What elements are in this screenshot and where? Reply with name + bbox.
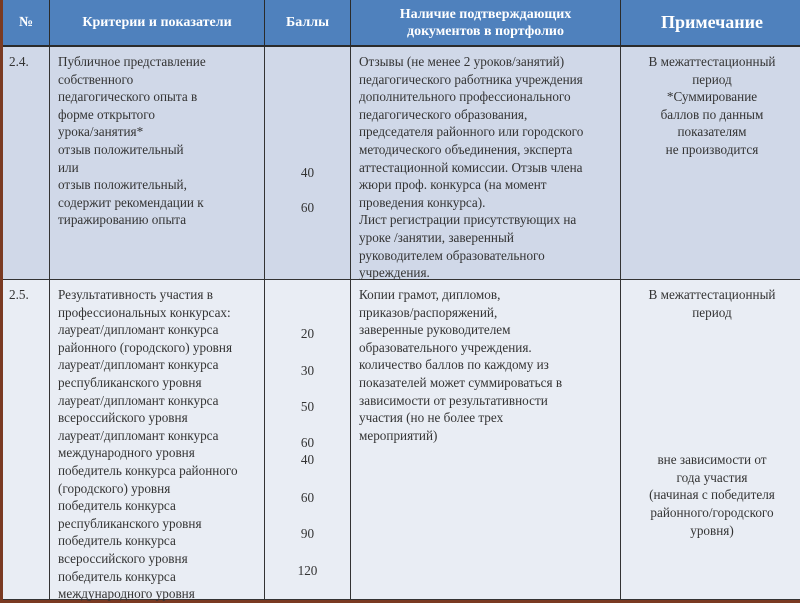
points-value: 50 [300,399,315,414]
text-line: жюри проф. конкурса (на момент [359,177,547,193]
text-line: вне зависимости от [657,452,767,468]
text-line: или [58,159,79,175]
text-line: зависимости от результативности [359,392,548,408]
text-line: районного/городского [650,504,774,520]
text-line: мероприятий) [359,427,438,443]
header-documents: Наличие подтверждающих документов в порт… [351,0,621,47]
points-value: 20 [300,326,315,341]
text-line: председателя районного или городского [359,124,584,140]
text-line: победитель конкурса [58,568,176,584]
text-line: лауреат/дипломант конкурса [58,322,219,338]
text-line: образовательного учреждения. [359,339,532,355]
text-line: *Суммирование [666,89,758,105]
text-line: (городского) уровня [58,480,171,496]
text-line: победитель конкурса [58,498,176,514]
text-line: не производится [665,141,759,157]
text-line: Лист регистрации присутствующих на [359,212,577,228]
text-line: международного уровня [58,586,195,602]
row-points: 40 60 [265,47,351,280]
text-line: Копии грамот, дипломов, [359,287,501,302]
text-line: В межаттестационный [648,54,776,69]
row-note: В межаттестационный период вне зависимост… [621,280,800,600]
row-criteria: Публичное представление собственного педаг… [50,47,265,280]
text-line: районного (городского) уровня [58,339,233,355]
points-value: 120 [297,563,318,578]
text-line: собственного [58,71,134,87]
text-line: уроке /занятии, заверенный [359,229,514,245]
text-line: Публичное представление [58,54,206,69]
text-line: показателям [677,124,747,140]
text-line: руководителем образовательного [359,247,545,263]
row-criteria: Результативность участия в профессиональн… [50,280,265,602]
points-value: 60 [300,435,315,450]
text-line: проведения конкурса). [359,194,486,210]
row-num: 2.5. [3,280,50,600]
text-line: профессиональных конкурсах: [58,304,231,320]
row-points: 20 30 50 60 40 60 90 120 [265,280,351,600]
text-line: тиражированию опыта [58,212,187,228]
text-line: показателей может суммироваться в [359,374,563,390]
text-line: аттестационной комиссии. Отзыв члена [359,159,583,175]
text-line: приказов/распоряжений, [359,304,498,320]
header-note: Примечание [621,0,800,47]
text-line: года участия [676,469,748,485]
text-line: урока/занятия* [58,124,144,140]
text-line: республиканского уровня [58,374,202,390]
text-line: учреждения. [359,265,430,281]
text-line: период [692,71,732,87]
points-value: 90 [300,526,315,541]
points-value: 40 [300,452,315,467]
text-line: победитель конкурса [58,533,176,549]
criteria-table: № Критерии и показатели Баллы Наличие по… [3,0,800,602]
text-line: методического объединения, эксперта [359,141,573,157]
text-line: В межаттестационный [648,287,776,302]
text-line: победитель конкурса районного [58,462,238,478]
text-line: количество баллов по каждому из [359,357,549,373]
points-value: 60 [300,490,315,505]
text-line: уровня) [690,522,734,538]
text-line: педагогического опыта в [58,89,198,105]
text-line: дополнительного профессионального [359,89,571,105]
text-line: всероссийского уровня [58,550,188,566]
text-line: содержит рекомендации к [58,194,204,210]
text-line: отзыв положительный, [58,177,187,193]
header-criteria: Критерии и показатели [50,0,265,47]
note-period: В межаттестационный период [625,286,799,321]
points-value: 40 [300,165,315,180]
text-line: участия (но не более трех [359,410,504,426]
text-line: форме открытого [58,106,155,122]
text-line: лауреат/дипломант конкурса [58,427,219,443]
text-line: педагогического образования, [359,106,528,122]
text-line: лауреат/дипломант конкурса [58,392,219,408]
text-line: педагогического работника учреждения [359,71,583,87]
text-line: лауреат/дипломант конкурса [58,357,219,373]
text-line: заверенные руководителем [359,322,511,338]
text-line: Отзывы (не менее 2 уроков/занятий) [359,54,565,69]
note-condition: вне зависимости от года участия (начиная с… [625,451,799,539]
row-documents: Копии грамот, дипломов, приказов/распоряж… [351,280,621,600]
row-num: 2.4. [3,47,50,280]
text-line: отзыв положительный [58,141,184,157]
text-line: баллов по данным [660,106,764,122]
row-documents: Отзывы (не менее 2 уроков/занятий) педаго… [351,47,621,280]
header-points: Баллы [265,0,351,47]
text-line: республиканского уровня [58,515,202,531]
text-line: (начиная с победителя [649,487,775,503]
header-num: № [3,0,50,47]
text-line: Результативность участия в [58,287,213,302]
text-line: всероссийского уровня [58,410,188,426]
text-line: период [692,304,732,320]
text-line: международного уровня [58,445,195,461]
points-value: 30 [300,363,315,378]
row-note: В межаттестационный период *Суммирование ба… [621,47,800,280]
points-value: 60 [300,200,315,215]
